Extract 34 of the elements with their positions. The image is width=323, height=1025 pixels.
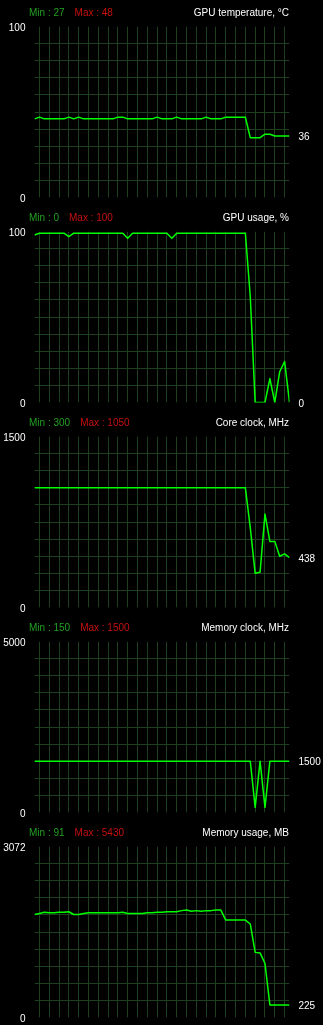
line-series: [34, 232, 290, 403]
text: 438: [298, 552, 316, 564]
y-tick-label: 3072: [3, 841, 26, 853]
y-tick-label: 0: [19, 807, 26, 819]
chart-title: GPU temperature, °C: [193, 6, 289, 20]
chart-title: GPU usage, %: [222, 211, 289, 225]
y-tick-label: 0: [19, 397, 26, 409]
text: 36: [298, 130, 311, 142]
y-tick-label: 1500: [3, 431, 26, 443]
y-tick-label: 0: [19, 602, 26, 614]
chart-title: Memory clock, MHz: [201, 621, 289, 635]
y-tick-label: 0: [19, 192, 26, 204]
line-series: [34, 116, 290, 139]
y-tick-label: 0: [19, 1012, 26, 1024]
text: Min : 150: [29, 622, 71, 633]
text: 1500: [298, 756, 322, 768]
text: Max : 1050: [80, 417, 130, 428]
text: 0: [298, 397, 305, 409]
text: Max : 100: [69, 212, 113, 223]
y-tick-label: 100: [8, 226, 26, 238]
chart-title: Memory usage, MB: [202, 826, 289, 840]
text: Min : 300: [29, 417, 71, 428]
line-series: [34, 909, 290, 1006]
y-tick-label: 5000: [3, 636, 26, 648]
text: Min : 91: [29, 827, 65, 838]
text: Min : 0: [29, 212, 60, 223]
line-series: [34, 487, 290, 575]
text: Max : 48: [74, 7, 113, 18]
text: 225: [298, 999, 316, 1011]
text: Max : 1500: [80, 622, 130, 633]
y-tick-label: 100: [8, 21, 26, 33]
text: Min : 27: [29, 7, 65, 18]
chart-title: Core clock, MHz: [215, 416, 289, 430]
text: Max : 5430: [74, 827, 125, 838]
